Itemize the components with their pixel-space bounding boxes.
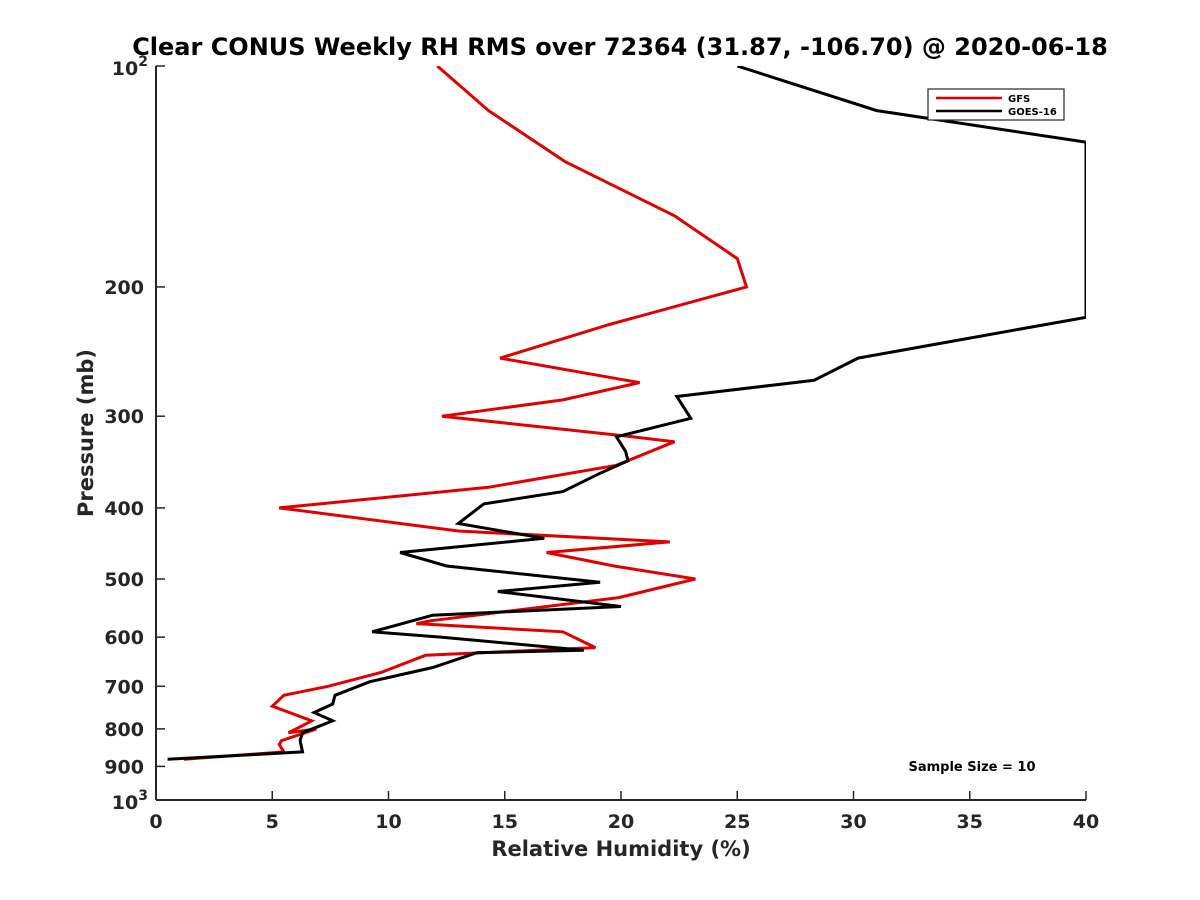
legend-label: GFS: [1008, 94, 1030, 105]
y-tick-label: 700: [104, 676, 144, 698]
y-tick-label: 200: [104, 277, 144, 299]
y-tick-label: 900: [104, 756, 144, 778]
x-tick-label: 35: [957, 811, 983, 833]
x-tick-label: 15: [492, 811, 518, 833]
chart-title: Clear CONUS Weekly RH RMS over 72364 (31…: [132, 33, 1108, 61]
plot-area: [156, 66, 1086, 800]
y-tick-label: 102: [112, 54, 148, 80]
x-tick-label: 0: [149, 811, 162, 833]
legend-label: GOES-16: [1008, 107, 1057, 118]
x-tick-label: 30: [840, 811, 866, 833]
x-tick-label: 10: [375, 811, 401, 833]
series-layer: [167, 66, 1086, 761]
x-axis-label: Relative Humidity (%): [491, 837, 750, 861]
y-tick-label: 600: [104, 627, 144, 649]
x-tick-label: 20: [608, 811, 634, 833]
legend-box: [927, 88, 1065, 121]
x-tick-label: 40: [1073, 811, 1099, 833]
y-axis-label: Pressure (mb): [74, 349, 98, 517]
y-tick-label: 800: [104, 719, 144, 741]
x-tick-label: 5: [266, 811, 279, 833]
y-tick-label: 300: [104, 406, 144, 428]
y-tick-label: 400: [104, 498, 144, 520]
sample-size-annotation: Sample Size = 10: [908, 760, 1035, 775]
y-tick-label: 500: [104, 569, 144, 591]
y-ticks: 102 200 300 400 500 600 700 800 900 103: [104, 54, 165, 814]
x-ticks: 0 5 10 15 20 25 30 35 40: [149, 791, 1099, 833]
y-tick-label: 103: [112, 788, 148, 814]
series-line-gfs: [183, 66, 749, 761]
x-tick-label: 25: [724, 811, 750, 833]
series-line-goes-16: [167, 66, 1086, 761]
legend: GFS GOES-16: [927, 88, 1065, 121]
